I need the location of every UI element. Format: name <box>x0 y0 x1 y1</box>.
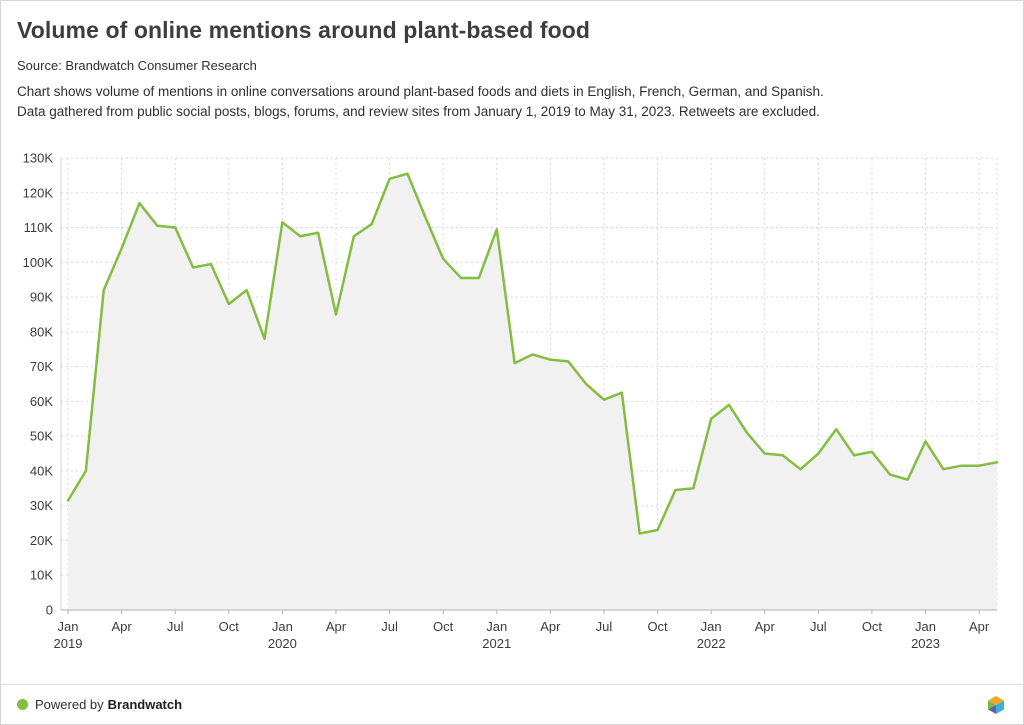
svg-text:0: 0 <box>46 603 53 618</box>
source-line: Source: Brandwatch Consumer Research <box>17 58 257 73</box>
svg-text:Jul: Jul <box>810 619 827 634</box>
svg-text:Jan: Jan <box>58 619 79 634</box>
svg-text:Oct: Oct <box>647 619 668 634</box>
svg-text:Jan: Jan <box>486 619 507 634</box>
svg-text:Oct: Oct <box>219 619 240 634</box>
svg-text:30K: 30K <box>30 498 53 513</box>
svg-text:50K: 50K <box>30 429 53 444</box>
svg-text:Oct: Oct <box>862 619 883 634</box>
svg-text:20K: 20K <box>30 533 53 548</box>
description-line-1: Chart shows volume of mentions in online… <box>17 84 824 99</box>
brandwatch-logo-icon <box>988 695 1004 714</box>
svg-text:120K: 120K <box>23 185 54 200</box>
green-dot-icon <box>17 699 28 710</box>
svg-text:Jul: Jul <box>596 619 613 634</box>
mentions-area-chart: 0 10K 20K 30K 40K 50K 60K 70K 80K 90K 100K 110K 120K… <box>23 151 999 651</box>
svg-text:Jan: Jan <box>701 619 722 634</box>
chart-header: Volume of online mentions around plant-b… <box>1 1 1023 122</box>
area-fill <box>68 173 997 610</box>
description-line-2: Data gathered from public social posts, … <box>17 104 820 119</box>
svg-text:60K: 60K <box>30 394 53 409</box>
svg-text:Apr: Apr <box>969 619 990 634</box>
powered-by-label: Powered by <box>35 697 104 712</box>
series <box>66 172 999 610</box>
svg-text:70K: 70K <box>30 359 53 374</box>
footer: Powered by Brandwatch <box>1 684 1023 724</box>
page-title: Volume of online mentions around plant-b… <box>17 17 591 43</box>
axes: 0 10K 20K 30K 40K 50K 60K 70K 80K 90K 100K 110K 120K… <box>23 151 997 651</box>
svg-text:Apr: Apr <box>326 619 347 634</box>
svg-text:Jul: Jul <box>381 619 398 634</box>
svg-text:2019: 2019 <box>54 636 83 651</box>
svg-text:110K: 110K <box>24 220 54 235</box>
svg-text:10K: 10K <box>30 568 53 583</box>
svg-text:Apr: Apr <box>755 619 776 634</box>
chart-area: 0 10K 20K 30K 40K 50K 60K 70K 80K 90K 100K 110K 120K… <box>1 149 1024 661</box>
mentions-line <box>66 172 999 535</box>
svg-text:80K: 80K <box>30 324 53 339</box>
svg-text:2023: 2023 <box>911 636 940 651</box>
svg-text:130K: 130K <box>23 151 54 166</box>
svg-text:40K: 40K <box>30 463 53 478</box>
svg-text:Apr: Apr <box>540 619 561 634</box>
svg-text:100K: 100K <box>23 255 54 270</box>
svg-text:2020: 2020 <box>268 636 297 651</box>
svg-text:2021: 2021 <box>482 636 511 651</box>
svg-text:2022: 2022 <box>697 636 726 651</box>
svg-text:Jan: Jan <box>915 619 936 634</box>
svg-text:Jul: Jul <box>167 619 184 634</box>
svg-text:Oct: Oct <box>433 619 454 634</box>
svg-text:Jan: Jan <box>272 619 293 634</box>
brandwatch-label: Brandwatch <box>107 697 183 712</box>
svg-text:Apr: Apr <box>111 619 132 634</box>
svg-text:90K: 90K <box>30 290 53 305</box>
